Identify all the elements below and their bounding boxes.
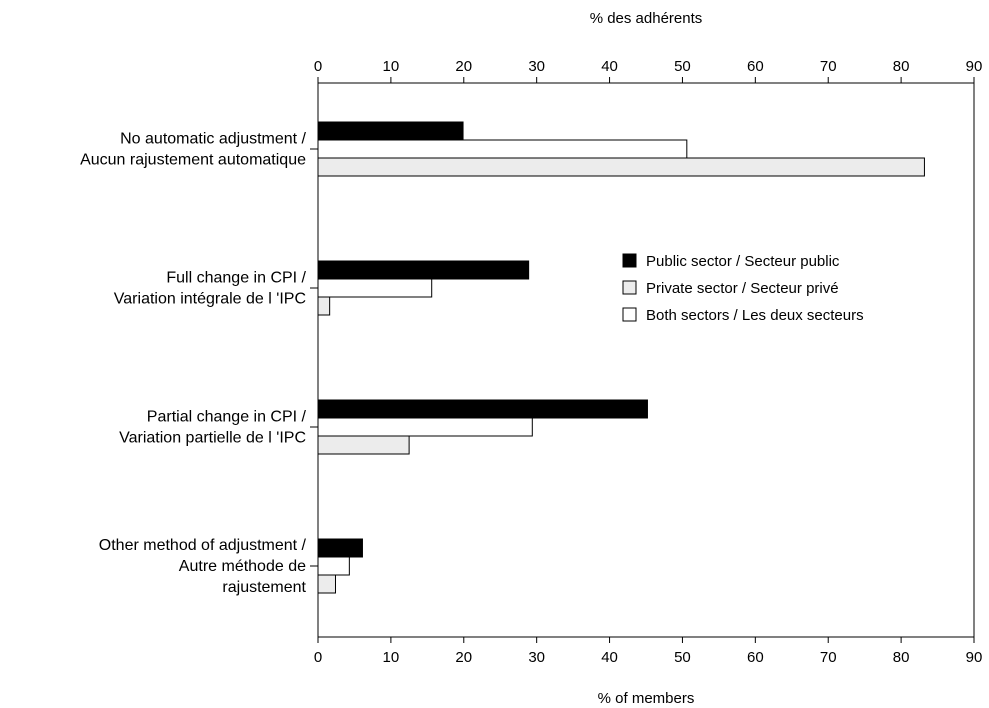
category-label: Variation partielle de l 'IPC xyxy=(119,430,306,447)
top-tick-label: 30 xyxy=(528,58,545,75)
category-label: Autre méthode de xyxy=(179,558,306,575)
top-tick-label: 60 xyxy=(747,58,764,75)
top-axis-title: % des adhérents xyxy=(590,10,703,27)
legend-label: Private sector / Secteur privé xyxy=(646,280,839,297)
category-label: Aucun rajustement automatique xyxy=(80,152,306,169)
bar xyxy=(317,157,925,177)
bottom-axis-title: % of members xyxy=(598,690,695,707)
top-tick-label: 70 xyxy=(820,58,837,75)
legend-label: Public sector / Secteur public xyxy=(646,253,840,270)
bar xyxy=(317,574,336,594)
bar xyxy=(317,417,533,437)
category-label: Full change in CPI / xyxy=(166,270,306,287)
top-tick-label: 50 xyxy=(674,58,691,75)
top-tick-label: 90 xyxy=(966,58,983,75)
legend-label: Both sectors / Les deux secteurs xyxy=(646,307,864,324)
plot-frame xyxy=(317,82,975,638)
category-label: Other method of adjustment / xyxy=(99,537,307,554)
legend-swatch xyxy=(622,253,637,268)
category-label: Variation intégrale de l 'IPC xyxy=(114,291,306,308)
bar xyxy=(317,556,350,576)
top-tick-label: 40 xyxy=(601,58,618,75)
bar xyxy=(317,399,648,419)
bar xyxy=(317,121,464,141)
bars xyxy=(317,121,925,594)
top-tick-label: 20 xyxy=(455,58,472,75)
bottom-tick-label: 70 xyxy=(820,649,837,666)
category-label: Partial change in CPI / xyxy=(147,409,307,426)
bottom-tick-label: 30 xyxy=(528,649,545,666)
bar xyxy=(317,296,331,316)
top-tick-label: 0 xyxy=(314,58,322,75)
bottom-tick-label: 80 xyxy=(893,649,910,666)
bar xyxy=(317,278,433,298)
top-tick-label: 10 xyxy=(383,58,400,75)
legend-swatch xyxy=(622,307,637,322)
bar xyxy=(317,139,688,159)
category-labels: No automatic adjustment / Aucun rajusteme… xyxy=(80,131,318,596)
category-label: rajustement xyxy=(222,579,306,596)
bottom-tick-label: 20 xyxy=(455,649,472,666)
legend-swatch xyxy=(622,280,637,295)
bottom-tick-label: 90 xyxy=(966,649,983,666)
axis-ticks: 0 0 10 10 20 20 30 30 40 40 50 50 60 60 70 70 80 80 90 90 xyxy=(314,58,983,666)
bottom-tick-label: 50 xyxy=(674,649,691,666)
bottom-tick-label: 60 xyxy=(747,649,764,666)
bottom-tick-label: 10 xyxy=(383,649,400,666)
top-tick-label: 80 xyxy=(893,58,910,75)
bottom-tick-label: 40 xyxy=(601,649,618,666)
bottom-tick-label: 0 xyxy=(314,649,322,666)
category-label: No automatic adjustment / xyxy=(120,131,306,148)
bar xyxy=(317,435,410,455)
bar xyxy=(317,260,530,280)
legend: Public sector / Secteur public Private se… xyxy=(622,253,864,324)
bar xyxy=(317,538,363,558)
